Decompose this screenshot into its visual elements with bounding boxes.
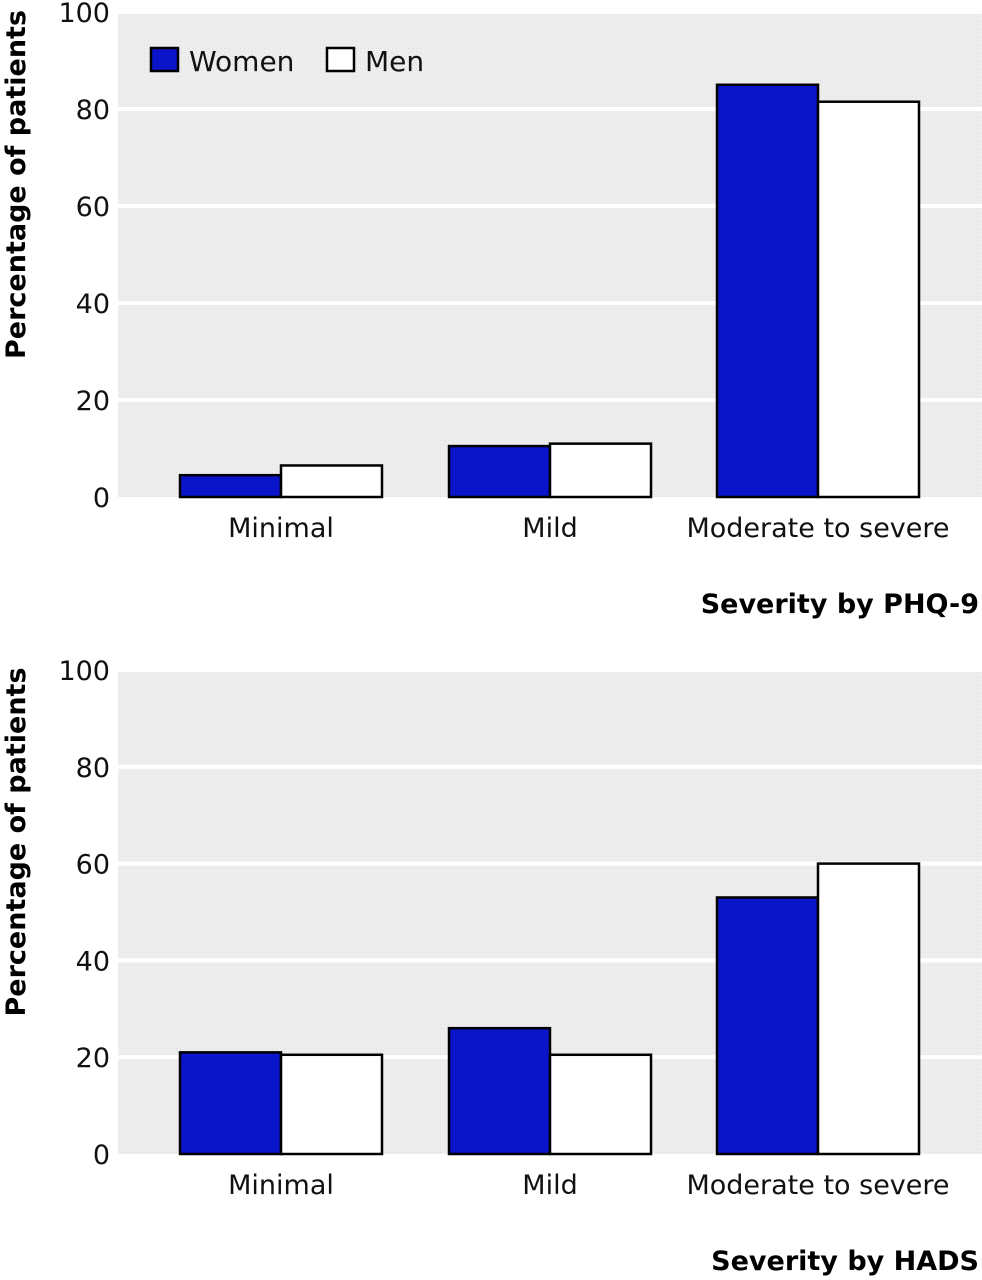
bar-women-moderate-to-severe bbox=[715, 896, 820, 1156]
legend: Women Men bbox=[149, 45, 424, 78]
chart-panel-1: 0 20 40 60 80 100 Minimal Mild Moderate to sever… bbox=[1, 0, 982, 620]
x-category-label: Minimal bbox=[228, 513, 334, 544]
y-tick-label: 0 bbox=[93, 483, 110, 514]
x-axis-title: Severity by HADS bbox=[711, 1246, 979, 1277]
y-tick-label: 60 bbox=[76, 192, 110, 223]
bar-men-moderate-to-severe bbox=[816, 862, 921, 1156]
bar-men-minimal bbox=[279, 464, 384, 499]
y-axis-title: Percentage of patients bbox=[1, 10, 32, 359]
y-tick-label: 100 bbox=[58, 656, 110, 687]
legend-label-men: Men bbox=[365, 45, 424, 78]
legend-swatch-men bbox=[325, 46, 356, 73]
bar-women-mild bbox=[447, 1026, 552, 1156]
bar-women-minimal bbox=[178, 1051, 283, 1156]
chart-panel-2: 0 20 40 60 80 100 Minimal Mild Moderate to sever… bbox=[1, 656, 982, 1277]
bar-women-mild bbox=[447, 444, 552, 499]
y-tick-label: 20 bbox=[76, 386, 110, 417]
y-tick-label: 60 bbox=[76, 850, 110, 881]
bar-women-minimal bbox=[178, 473, 283, 499]
legend-label-women: Women bbox=[189, 45, 294, 78]
x-category-label: Mild bbox=[522, 1170, 577, 1201]
bar-men-minimal bbox=[279, 1053, 384, 1156]
bar-women-moderate-to-severe bbox=[715, 83, 820, 499]
y-tick-label: 0 bbox=[93, 1140, 110, 1171]
y-tick-label: 40 bbox=[76, 289, 110, 320]
y-tick-label: 80 bbox=[76, 95, 110, 126]
y-tick-label: 20 bbox=[76, 1043, 110, 1074]
bar-men-mild bbox=[548, 442, 653, 499]
bar-men-mild bbox=[548, 1053, 653, 1156]
x-category-label: Minimal bbox=[228, 1170, 334, 1201]
x-axis-title: Severity by PHQ-9 bbox=[701, 589, 979, 620]
legend-swatch-women bbox=[149, 46, 180, 73]
x-category-label: Mild bbox=[522, 513, 577, 544]
x-category-label: Moderate to severe bbox=[686, 1170, 949, 1201]
y-axis-title: Percentage of patients bbox=[1, 667, 32, 1016]
y-tick-label: 100 bbox=[58, 0, 110, 29]
bar-men-moderate-to-severe bbox=[816, 100, 921, 499]
y-tick-label: 40 bbox=[76, 946, 110, 977]
y-tick-label: 80 bbox=[76, 753, 110, 784]
x-category-label: Moderate to severe bbox=[686, 513, 949, 544]
